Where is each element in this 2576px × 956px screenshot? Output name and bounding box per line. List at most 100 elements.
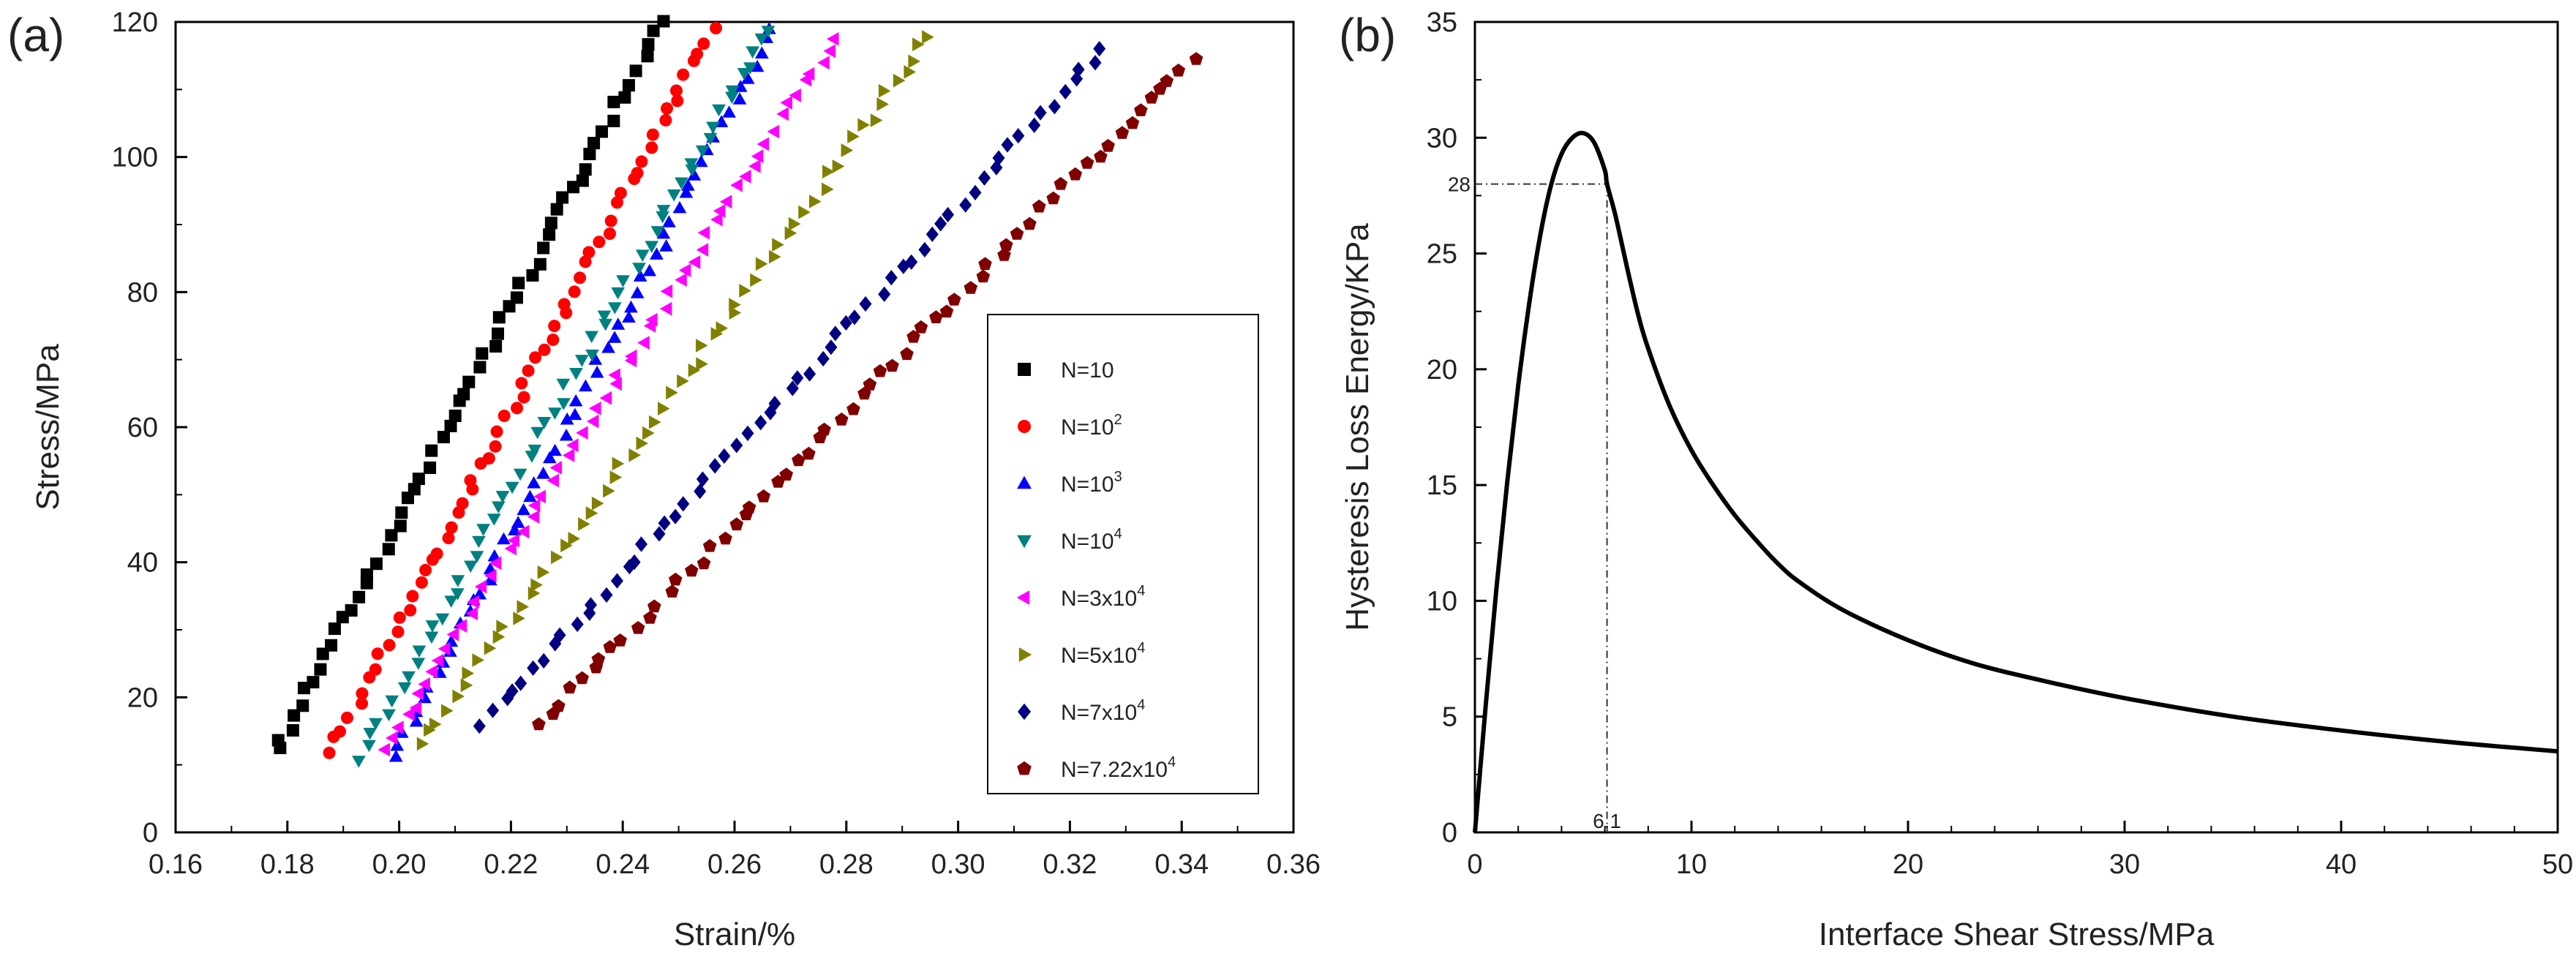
data-point	[362, 739, 376, 753]
data-point	[441, 704, 454, 718]
data-point	[618, 91, 631, 104]
data-point	[424, 631, 439, 644]
data-point	[716, 321, 729, 335]
data-point	[600, 587, 613, 603]
data-point	[768, 396, 781, 412]
data-point	[425, 664, 438, 679]
panel-a-x-tick-label: 0.20	[372, 849, 427, 880]
data-point	[445, 521, 458, 534]
legend-marker-5	[1018, 647, 1032, 662]
data-point	[1089, 55, 1102, 71]
data-point	[474, 579, 487, 594]
data-point	[643, 611, 657, 624]
data-point	[489, 556, 502, 571]
data-point	[507, 533, 520, 548]
data-point	[608, 368, 620, 383]
legend-label-0: N=10	[1061, 358, 1114, 383]
data-point	[628, 554, 641, 571]
panel-b-y-tick-label: 10	[1427, 586, 1457, 617]
peak-x-annotation: 6.1	[1593, 810, 1621, 832]
data-point	[484, 568, 497, 583]
data-point	[803, 366, 816, 382]
data-point	[391, 625, 405, 639]
data-point	[661, 102, 674, 115]
data-point	[416, 737, 429, 751]
data-point	[751, 149, 764, 163]
data-point	[495, 491, 510, 503]
data-point	[506, 683, 519, 699]
data-point	[835, 413, 849, 426]
data-point	[583, 148, 596, 161]
data-point	[533, 489, 546, 504]
data-point	[885, 270, 898, 286]
data-point	[769, 249, 781, 264]
data-point	[755, 257, 768, 271]
legend-label-exponent: 2	[1114, 412, 1122, 428]
data-point	[823, 44, 835, 59]
legend-marker-1	[1018, 420, 1031, 433]
data-point	[578, 517, 590, 531]
data-point	[802, 446, 816, 460]
panel-b-y-tick-label: 0	[1442, 818, 1457, 848]
data-point	[470, 551, 484, 563]
data-point	[847, 129, 860, 143]
data-point	[929, 310, 943, 323]
panel-a-x-tick-label: 0.22	[484, 849, 538, 880]
legend-label-base: N=5x10	[1061, 644, 1137, 668]
data-point	[527, 510, 540, 524]
data-point	[532, 717, 546, 731]
legend-marker-0	[1018, 363, 1031, 376]
data-point	[553, 627, 566, 643]
data-point	[997, 248, 1011, 261]
data-point	[645, 312, 658, 327]
panel-b-y-tick-label: 30	[1427, 123, 1457, 154]
data-point	[1023, 217, 1037, 230]
panel-a-x-tick-label: 0.16	[149, 849, 203, 880]
data-point	[559, 429, 574, 441]
data-point	[613, 633, 627, 647]
panel-a-y-tick-label: 20	[127, 682, 158, 713]
data-point	[593, 236, 606, 249]
data-point	[575, 671, 589, 685]
legend-label-base: N=7x10	[1061, 701, 1137, 725]
data-point	[748, 159, 761, 173]
legend-frame	[987, 314, 1259, 794]
data-point	[451, 575, 465, 587]
data-point	[484, 641, 497, 655]
data-point	[457, 388, 470, 401]
data-point	[352, 756, 366, 768]
data-point	[678, 263, 691, 277]
data-point	[598, 318, 612, 331]
data-point	[548, 320, 561, 333]
data-point	[514, 675, 527, 691]
data-point	[628, 448, 641, 462]
data-point	[543, 228, 556, 241]
data-point	[568, 407, 582, 421]
data-point	[383, 639, 396, 652]
panel-a-y-tick-label: 60	[127, 413, 158, 443]
data-point	[369, 663, 382, 676]
data-point	[741, 425, 754, 442]
data-point	[444, 595, 458, 608]
data-point	[876, 97, 889, 111]
data-point	[647, 24, 660, 37]
legend-marker-4	[1016, 590, 1030, 605]
data-point	[1125, 116, 1140, 129]
data-point	[657, 15, 670, 28]
data-point	[1093, 41, 1106, 57]
data-point	[307, 676, 320, 689]
data-point	[1094, 149, 1108, 163]
data-point	[601, 340, 615, 353]
data-point	[412, 473, 425, 486]
data-point	[548, 443, 562, 456]
data-point	[356, 687, 369, 700]
panel-b-y-tick-label: 15	[1427, 470, 1457, 501]
data-point	[408, 483, 421, 496]
data-point	[579, 255, 592, 268]
data-point	[642, 263, 657, 276]
data-point	[568, 532, 580, 546]
data-point	[544, 217, 557, 230]
data-point	[1080, 156, 1094, 169]
data-point	[411, 658, 426, 670]
data-point	[371, 647, 384, 660]
